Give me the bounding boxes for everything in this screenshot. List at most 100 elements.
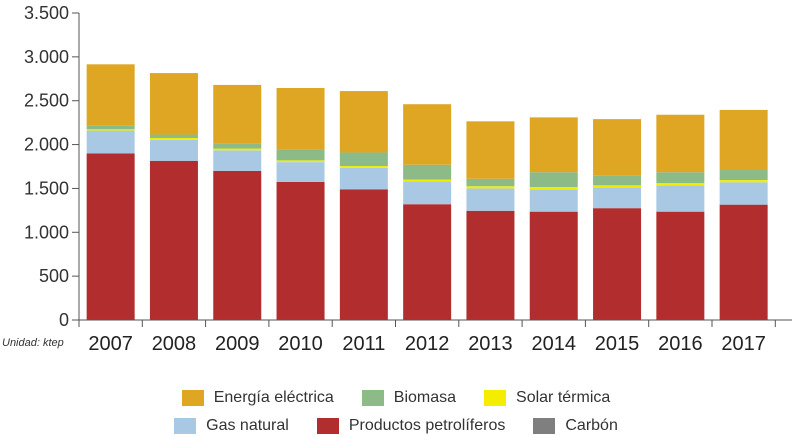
bar-group-2013	[466, 121, 515, 320]
bar-solar-termica-2015	[593, 185, 642, 188]
y-tick-label: 2.500	[24, 91, 69, 111]
legend-item-gas-natural: Gas natural	[174, 416, 289, 436]
legend-row-2: Gas natural Productos petrolíferos Carbó…	[0, 416, 792, 436]
bar-productos-petroliferos-2014	[529, 211, 578, 320]
legend-label-solar-termica: Solar térmica	[516, 389, 611, 406]
y-tick-label: 2.000	[24, 135, 69, 155]
bar-group-2014	[529, 117, 578, 320]
bar-energia-electrica-2015	[593, 119, 642, 176]
bar-biomasa-2008	[149, 134, 198, 138]
x-tick-label: 2015	[595, 333, 640, 355]
x-tick-label: 2007	[88, 333, 133, 355]
bar-solar-termica-2012	[403, 179, 452, 182]
legend-label-biomasa: Biomasa	[393, 389, 457, 406]
bar-gas-natural-2014	[529, 189, 578, 212]
legend-swatch-gas-natural	[174, 418, 197, 434]
bar-group-2008	[149, 73, 198, 320]
legend-swatch-energia-electrica	[181, 390, 204, 406]
bar-energia-electrica-2012	[403, 104, 452, 165]
bar-productos-petroliferos-2011	[339, 189, 388, 320]
legend-label-gas-natural: Gas natural	[206, 417, 289, 434]
legend-label-carbon: Carbón	[565, 417, 618, 434]
bar-solar-termica-2007	[86, 129, 135, 131]
bar-group-2011	[339, 91, 388, 320]
bar-productos-petroliferos-2013	[466, 210, 515, 320]
x-tick-label: 2009	[215, 333, 260, 355]
legend-item-biomasa: Biomasa	[361, 388, 457, 408]
bar-solar-termica-2016	[656, 183, 705, 186]
bar-productos-petroliferos-2007	[86, 153, 135, 320]
x-tick-label: 2011	[342, 333, 385, 355]
legend-swatch-carbon	[533, 418, 556, 434]
y-tick-label: 500	[39, 266, 69, 286]
bar-productos-petroliferos-2015	[593, 208, 642, 320]
bar-energia-electrica-2016	[656, 114, 705, 173]
bar-biomasa-2012	[403, 164, 452, 180]
bar-energia-electrica-2014	[529, 117, 578, 173]
bar-productos-petroliferos-2008	[149, 160, 198, 320]
bar-productos-petroliferos-2016	[656, 211, 705, 320]
y-tick-label: 1.500	[24, 178, 69, 198]
x-tick-label: 2013	[468, 333, 513, 355]
legend-row-1: Energía eléctrica Biomasa Solar térmica	[0, 388, 792, 408]
bar-group-2017	[719, 109, 768, 320]
x-tick-label: 2017	[721, 333, 766, 355]
bar-solar-termica-2013	[466, 186, 515, 189]
bar-solar-termica-2017	[719, 180, 768, 183]
legend-item-solar-termica: Solar térmica	[484, 388, 610, 408]
legend-item-carbon: Carbón	[533, 416, 618, 436]
y-tick-label: 3.500	[24, 3, 69, 23]
bar-productos-petroliferos-2009	[213, 170, 262, 320]
bar-solar-termica-2008	[149, 137, 198, 140]
bar-gas-natural-2016	[656, 185, 705, 212]
y-tick-label: 0	[59, 310, 69, 330]
bar-gas-natural-2007	[86, 130, 135, 154]
bar-productos-petroliferos-2010	[276, 181, 325, 320]
bar-energia-electrica-2013	[466, 121, 515, 179]
bar-biomasa-2009	[213, 143, 262, 149]
bar-solar-termica-2011	[339, 166, 388, 168]
legend-label-productos-petroliferos: Productos petrolíferos	[348, 417, 506, 434]
bar-group-2012	[403, 104, 452, 320]
bar-biomasa-2015	[593, 175, 642, 186]
bar-gas-natural-2010	[276, 162, 325, 182]
bar-group-2007	[86, 64, 135, 320]
bar-energia-electrica-2011	[339, 91, 388, 153]
bar-biomasa-2011	[339, 152, 388, 167]
bar-biomasa-2014	[529, 172, 578, 188]
bar-productos-petroliferos-2012	[403, 204, 452, 320]
y-axis: 0 500 1.000 1.500 2.000 2.500 3.000 3.500	[24, 3, 80, 330]
x-tick-label: 2016	[658, 333, 703, 355]
bar-gas-natural-2008	[149, 139, 198, 161]
x-tick-label: 2008	[152, 333, 197, 355]
x-tick-label: 2014	[532, 333, 577, 355]
legend-swatch-biomasa	[361, 390, 384, 406]
bar-group-2016	[656, 114, 705, 320]
bar-gas-natural-2009	[213, 150, 262, 171]
bar-energia-electrica-2010	[276, 87, 325, 150]
bar-productos-petroliferos-2017	[719, 204, 768, 320]
legend-item-energia-electrica: Energía eléctrica	[181, 388, 334, 408]
x-tick-label: 2012	[405, 333, 450, 355]
legend-swatch-productos-petroliferos	[316, 418, 339, 434]
bar-gas-natural-2011	[339, 167, 388, 190]
bar-biomasa-2017	[719, 170, 768, 181]
bar-biomasa-2016	[656, 172, 705, 184]
bar-solar-termica-2010	[276, 160, 325, 163]
x-axis: 2007 2008 2009 2010 2011 2012 2013 2014 2015 2016…	[78, 319, 792, 355]
legend-label-energia-electrica: Energía eléctrica	[213, 389, 334, 406]
x-tick-label: 2010	[278, 333, 323, 355]
bar-gas-natural-2017	[719, 182, 768, 205]
bar-energia-electrica-2009	[213, 84, 262, 144]
bar-group-2015	[593, 119, 642, 320]
bar-solar-termica-2009	[213, 148, 262, 151]
bar-gas-natural-2013	[466, 188, 515, 211]
bar-biomasa-2010	[276, 149, 325, 161]
y-tick-label: 3.000	[24, 47, 69, 67]
bar-biomasa-2013	[466, 178, 515, 187]
legend-swatch-solar-termica	[484, 390, 507, 406]
bar-biomasa-2007	[86, 125, 135, 130]
y-tick-label: 1.000	[24, 222, 69, 242]
bar-energia-electrica-2017	[719, 109, 768, 171]
